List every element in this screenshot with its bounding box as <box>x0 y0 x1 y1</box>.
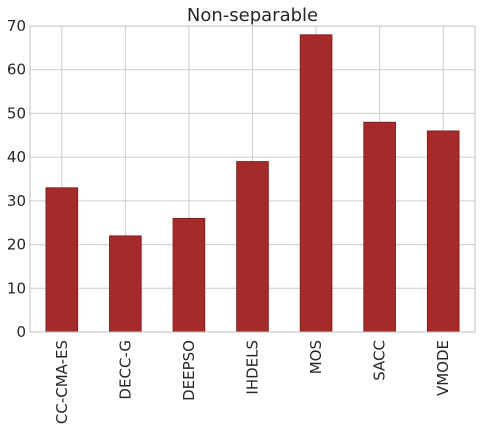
bar-cc-cma-es <box>45 187 79 333</box>
bar-sacc <box>363 121 396 333</box>
x-tick-label: SACC <box>371 340 389 381</box>
x-tick-label: CC-CMA-ES <box>53 340 71 424</box>
y-tick-label: 60 <box>7 61 26 79</box>
x-tick-labels: CC-CMA-ES DECC-G DEEPSO IHDELS MOS SACC VMODE <box>53 340 452 424</box>
chart-title: Non-separable <box>187 5 318 26</box>
bar-ihdels <box>236 161 269 333</box>
y-tick-label: 20 <box>7 236 26 254</box>
y-tick-labels: 0 10 20 30 40 50 60 70 <box>7 17 26 341</box>
bars <box>45 34 460 333</box>
x-tick-label: MOS <box>307 340 325 374</box>
plot-frame <box>29 25 476 333</box>
x-tick-label: VMODE <box>434 340 452 396</box>
bar-vmode <box>426 130 460 333</box>
y-tick-label: 50 <box>7 104 26 122</box>
y-tick-label: 30 <box>7 192 26 210</box>
bar-mos <box>299 34 333 333</box>
bar-decc-g <box>109 235 142 333</box>
y-tick-label: 0 <box>16 323 26 341</box>
x-tick-label: DECC-G <box>116 340 134 400</box>
y-tick-label: 70 <box>7 17 26 35</box>
x-tick-label: IHDELS <box>244 340 262 395</box>
x-tick-label: DEEPSO <box>180 340 198 401</box>
y-tick-label: 10 <box>7 279 26 297</box>
y-tick-label: 40 <box>7 148 26 166</box>
bar-deepso <box>172 217 206 333</box>
